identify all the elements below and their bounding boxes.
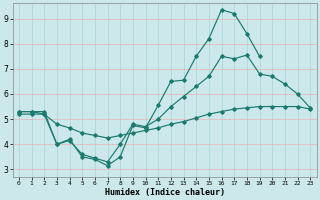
X-axis label: Humidex (Indice chaleur): Humidex (Indice chaleur) [105, 188, 225, 197]
